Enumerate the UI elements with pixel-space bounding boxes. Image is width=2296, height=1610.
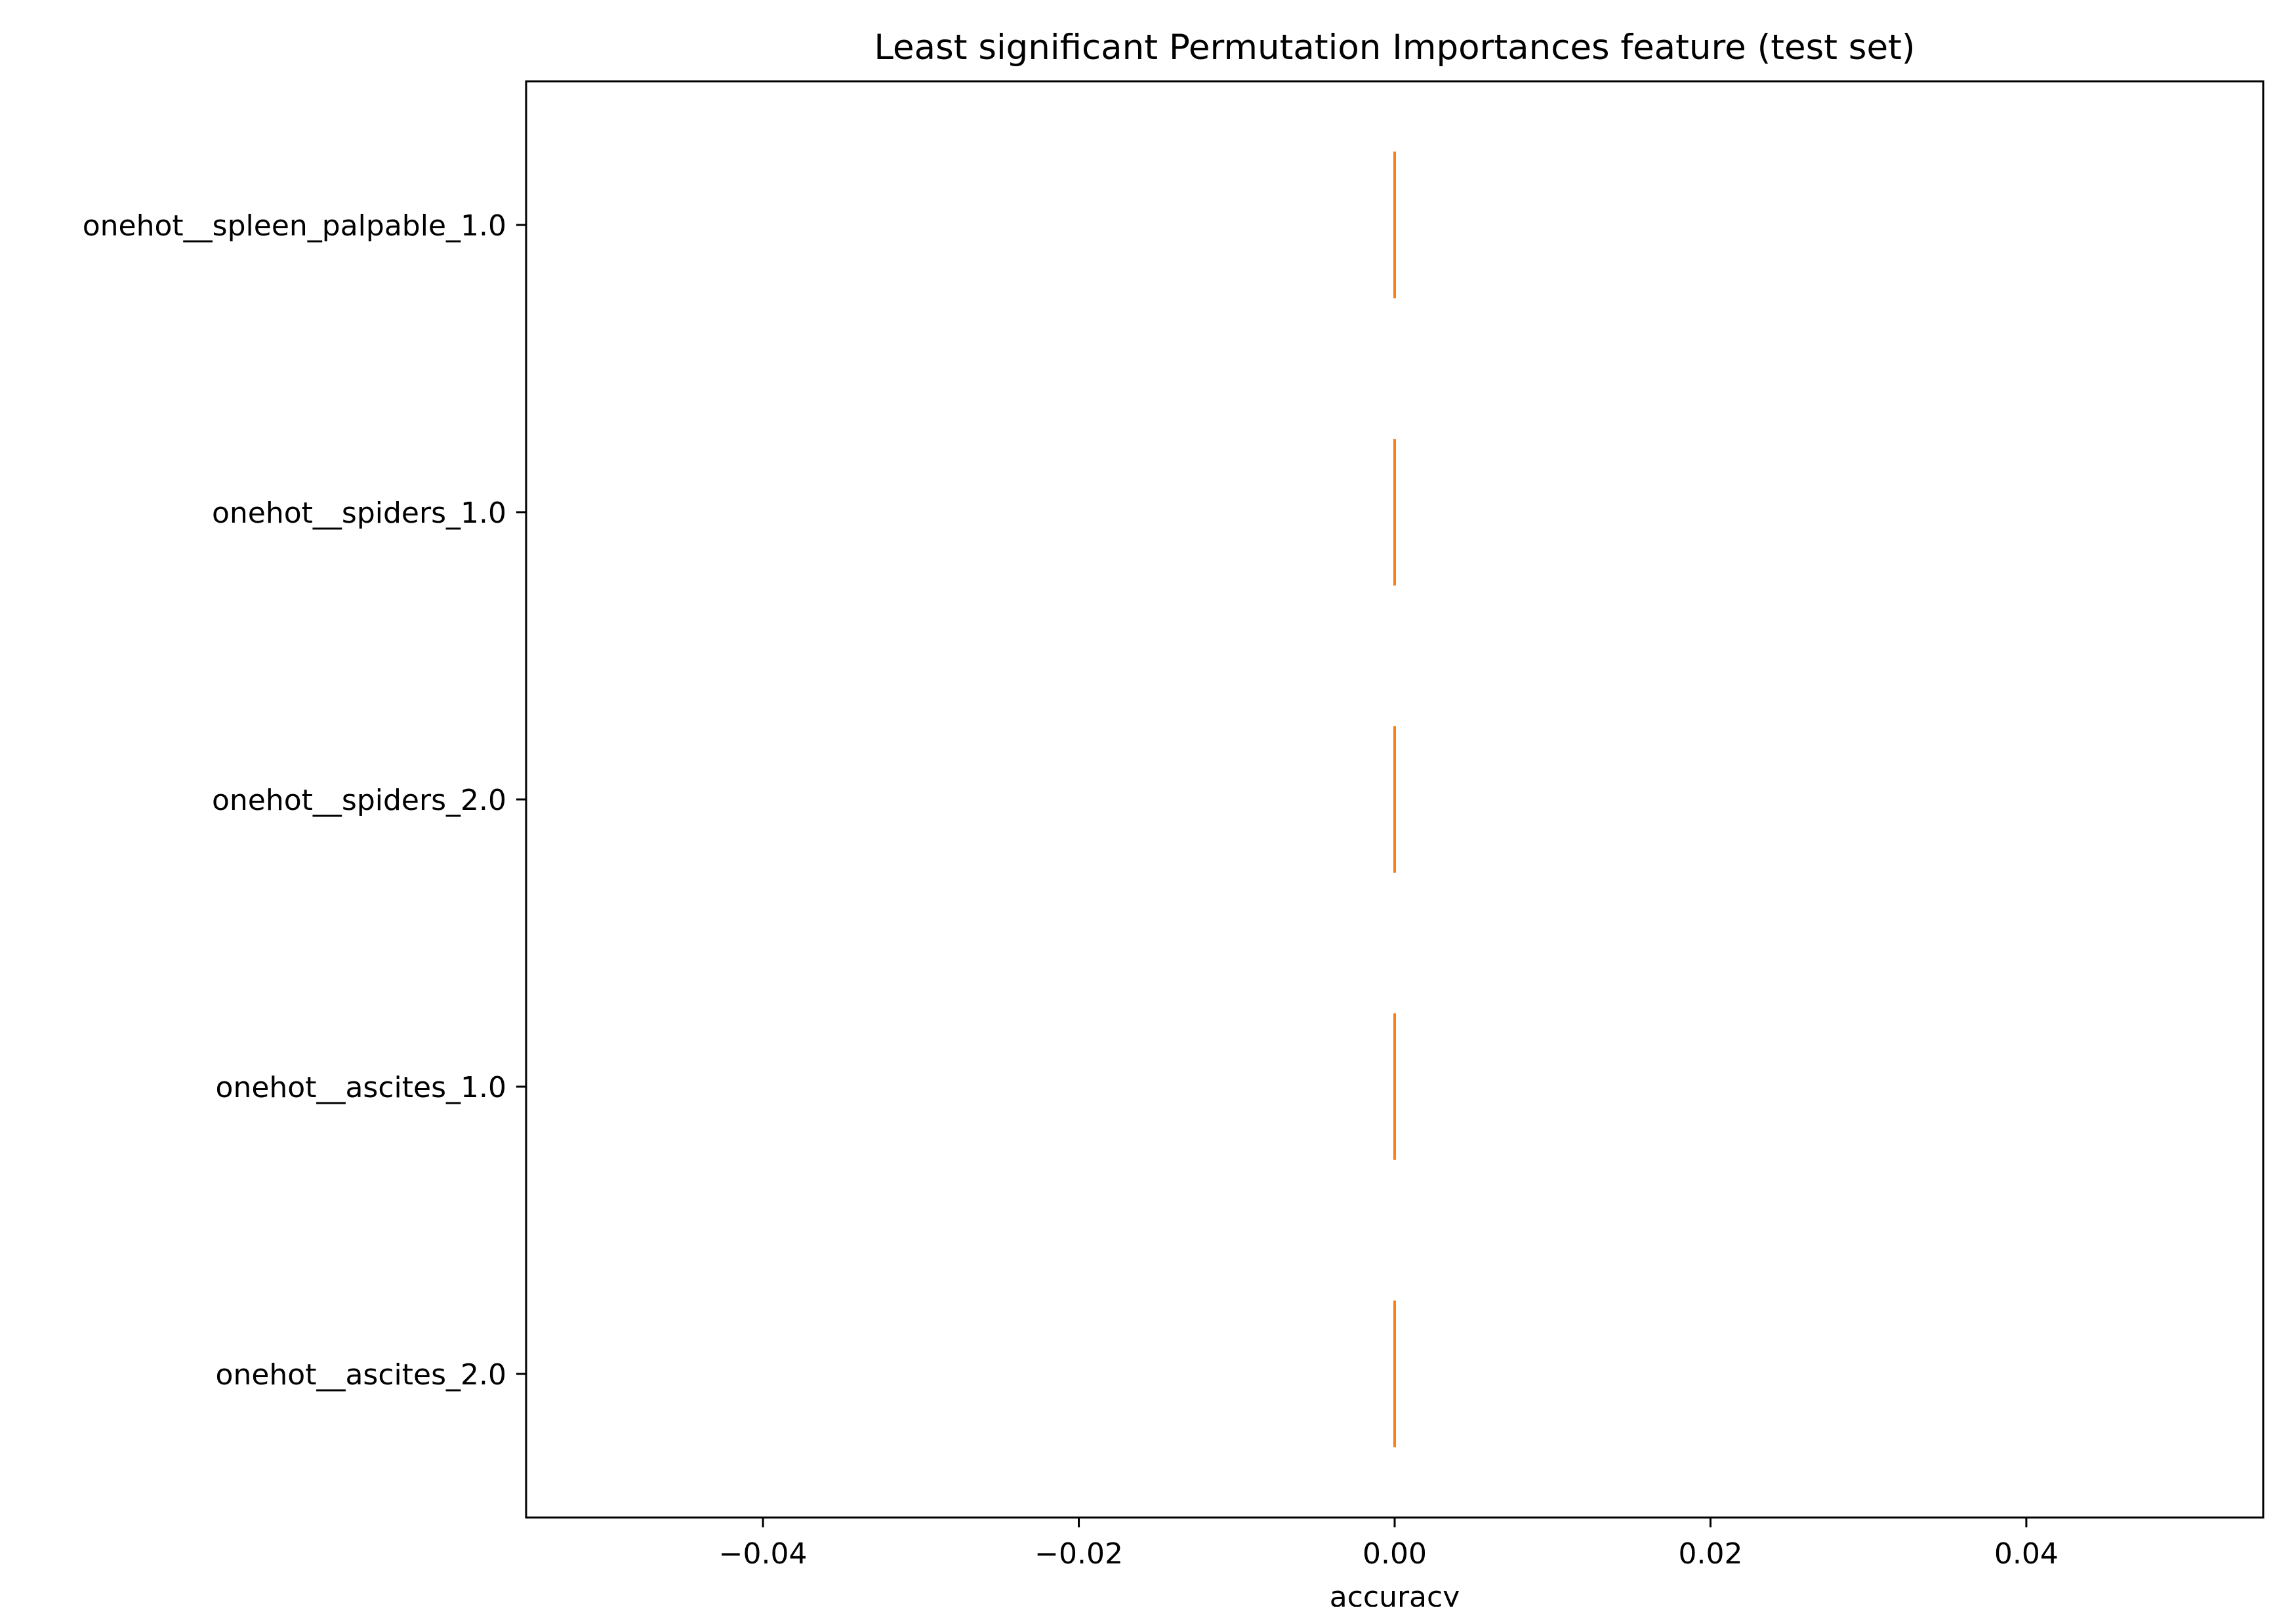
y-tick-label: onehot__ascites_1.0 — [216, 1071, 506, 1104]
x-tick-label: 0.00 — [1363, 1537, 1427, 1571]
y-tick-label: onehot__spiders_1.0 — [212, 496, 506, 530]
x-tick-label: 0.02 — [1678, 1537, 1742, 1571]
x-tick-label: −0.04 — [719, 1537, 808, 1571]
y-axis-ticks: onehot__spleen_palpable_1.0 onehot__spide… — [83, 209, 526, 1392]
x-tick-label: −0.02 — [1035, 1537, 1123, 1571]
x-axis-label: accuracy — [1330, 1580, 1460, 1607]
chart-title: Least significant Permutation Importance… — [874, 28, 1915, 68]
y-tick-label: onehot__spiders_2.0 — [212, 784, 506, 817]
x-axis-ticks: −0.04 −0.02 0.00 0.02 0.04 — [719, 1518, 2059, 1571]
y-tick-label: onehot__ascites_2.0 — [216, 1358, 506, 1392]
y-tick-label: onehot__spleen_palpable_1.0 — [83, 209, 506, 243]
x-tick-label: 0.04 — [1994, 1537, 2059, 1571]
